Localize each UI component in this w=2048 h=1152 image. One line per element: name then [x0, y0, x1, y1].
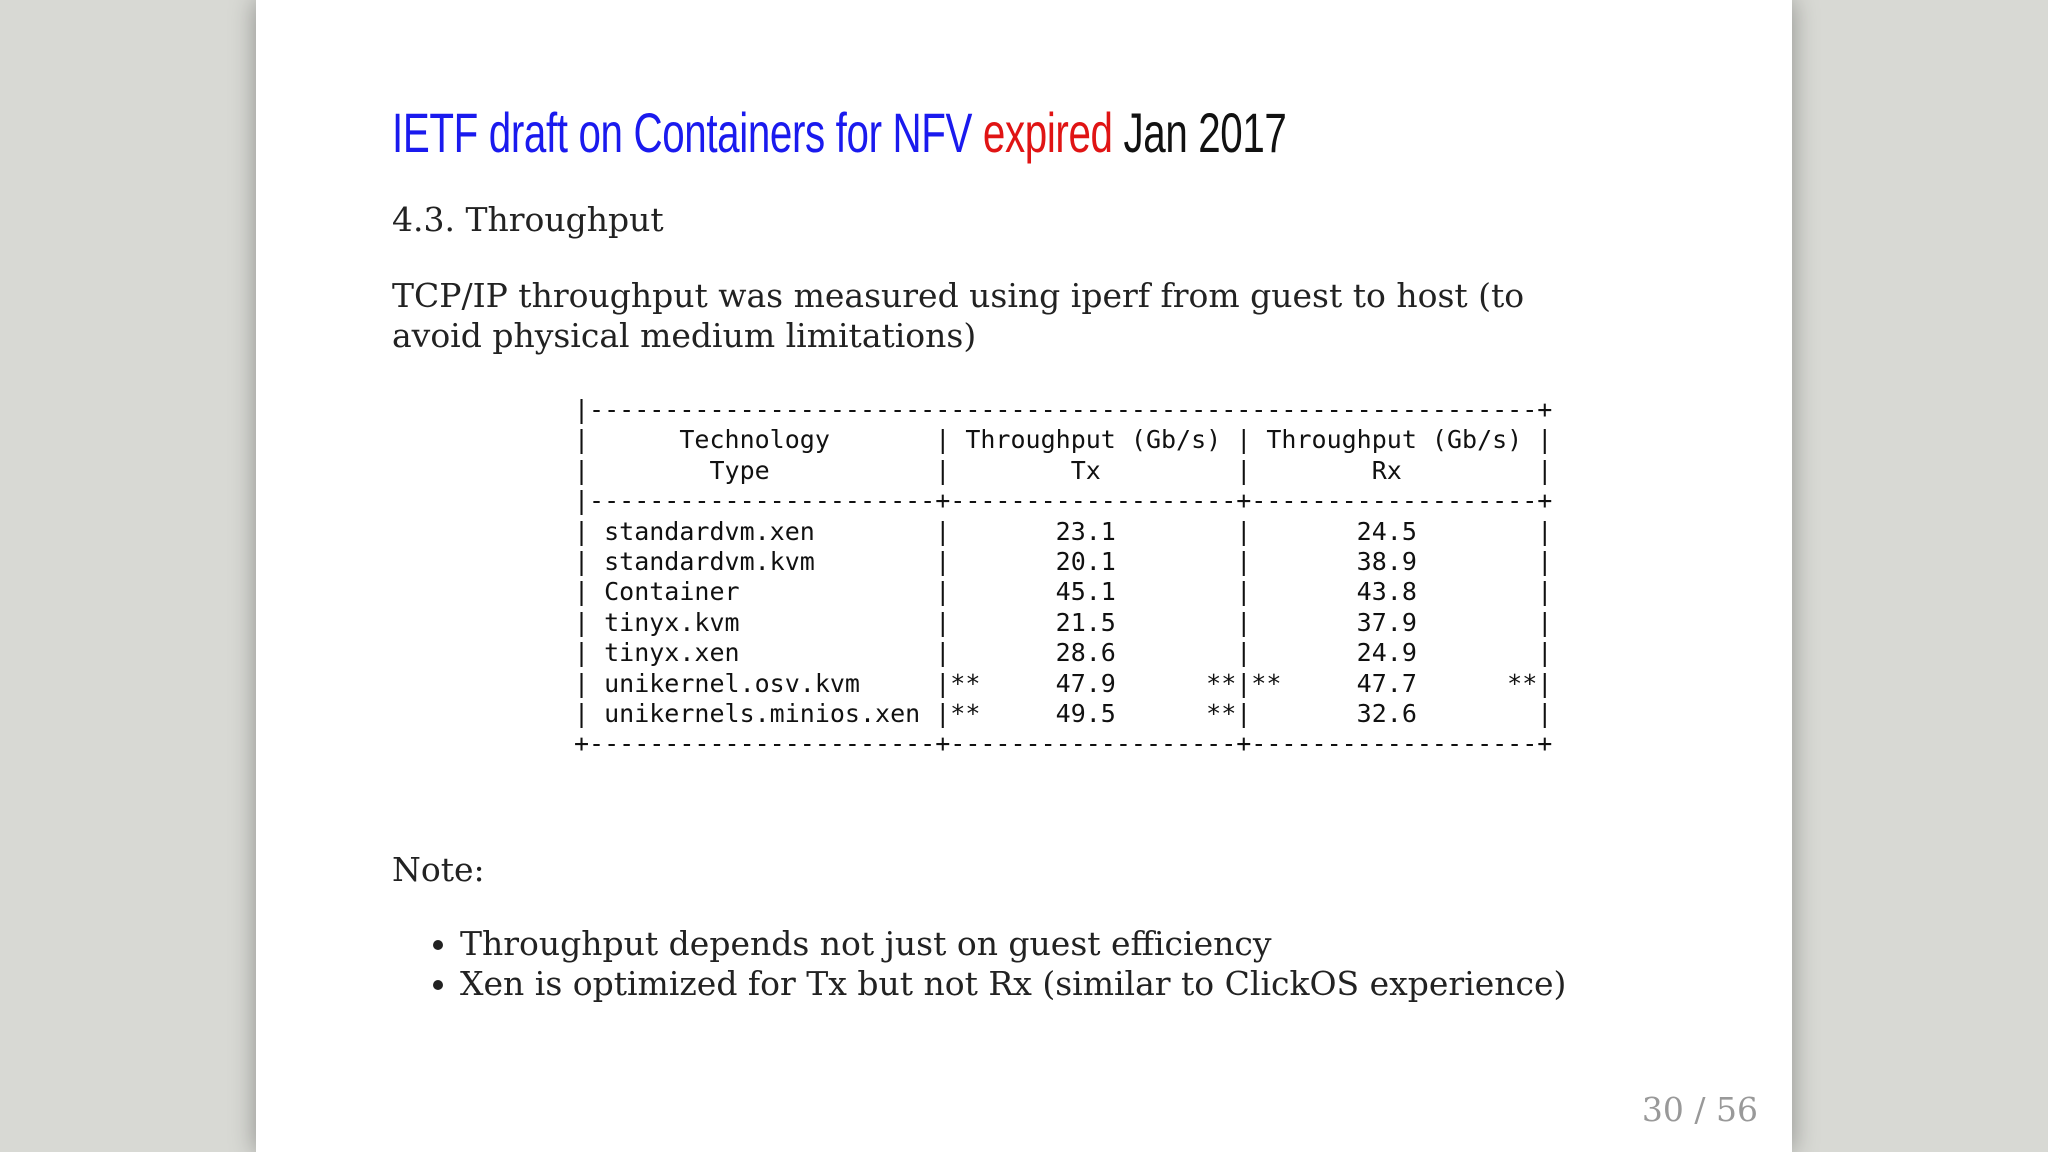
- table-line: | tinyx.kvm | 21.5 | 37.9 |: [574, 607, 1553, 637]
- table-line: | Technology | Throughput (Gb/s) | Throu…: [574, 425, 1553, 455]
- title-part: Jan 2017: [1123, 101, 1287, 164]
- bullet: Throughput depends not just on guest eff…: [460, 924, 1566, 964]
- paragraph: TCP/IP throughput was measured using ipe…: [392, 276, 1525, 355]
- heading: 4.3. Throughput: [392, 200, 664, 239]
- title-part: expired: [982, 101, 1113, 164]
- slide: IETF draft on Containers for NFV expired…: [256, 0, 1792, 1152]
- title-part: IETF draft on Containers for NFV: [392, 101, 973, 164]
- table-line: | standardvm.xen | 23.1 | 24.5 |: [574, 516, 1553, 546]
- ascii-table: |---------------------------------------…: [574, 395, 1552, 760]
- table-line: | tinyx.xen | 28.6 | 24.9 |: [574, 638, 1553, 668]
- table-line: |---------------------------------------…: [574, 395, 1553, 424]
- bullet: Xen is optimized for Tx but not Rx (simi…: [460, 964, 1566, 1004]
- page-number: 30 / 56: [1641, 1090, 1758, 1129]
- table-line: +-----------------------+---------------…: [574, 729, 1553, 759]
- table-line: | unikernel.osv.kvm |** 47.9 **|** 47.7 …: [574, 668, 1553, 698]
- bullet-list: Throughput depends not just on guest eff…: [392, 924, 1566, 1004]
- table-line: | unikernels.minios.xen |** 49.5 **| 32.…: [574, 699, 1553, 729]
- table-line: | Container | 45.1 | 43.8 |: [574, 577, 1553, 607]
- table-line: |-----------------------+---------------…: [574, 486, 1553, 516]
- note-label: Note:: [392, 850, 485, 889]
- table-line: | Type | Tx | Rx |: [574, 455, 1553, 485]
- slide-title: IETF draft on Containers for NFV expired…: [392, 100, 1287, 165]
- table-line: | standardvm.kvm | 20.1 | 38.9 |: [574, 547, 1553, 577]
